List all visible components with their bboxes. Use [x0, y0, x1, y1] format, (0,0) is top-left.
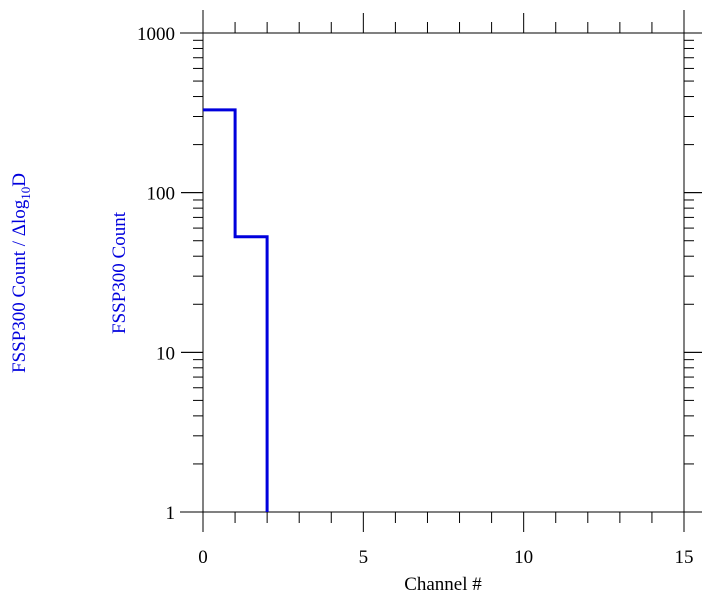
y-tick-label: 1000	[137, 24, 175, 45]
tick-labels: 0 5 10 15 1 10 100 1000	[137, 24, 694, 568]
y-tick-label: 1	[166, 503, 176, 524]
y-axis-label: FSSP300 Count	[109, 211, 130, 334]
y-axis-label-outer-subscript: 10	[18, 187, 33, 200]
y-tick-label: 10	[156, 343, 175, 364]
series-line-0	[203, 108, 269, 512]
x-axis-label: Channel #	[404, 574, 482, 595]
y-axis-label-outer-suffix: D	[9, 173, 30, 187]
plot-frame	[180, 10, 702, 513]
y-axis-label-outer: FSSP300 Count / Δlog10D	[9, 173, 33, 373]
y-tick-label: 100	[147, 184, 176, 205]
axis-ticks	[181, 13, 702, 532]
x-tick-label: 0	[198, 547, 208, 568]
x-tick-label: 5	[359, 547, 369, 568]
x-tick-label: 15	[675, 547, 694, 568]
y-axis-label-outer-prefix: FSSP300 Count / Δlog	[9, 199, 30, 373]
x-tick-label: 10	[514, 547, 533, 568]
series-group	[203, 108, 269, 512]
